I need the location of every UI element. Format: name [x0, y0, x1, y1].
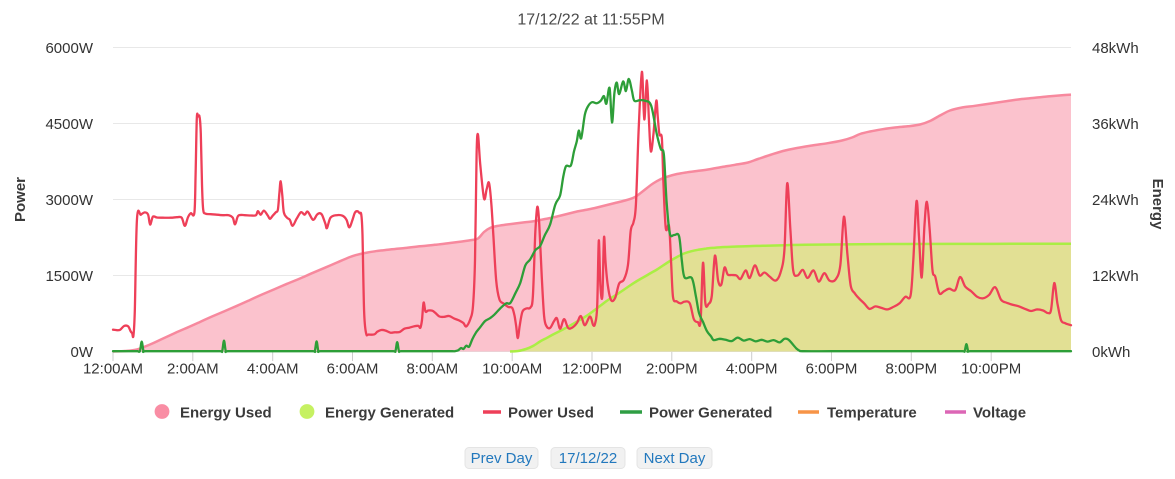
- svg-text:4:00PM: 4:00PM: [726, 361, 778, 378]
- svg-text:8:00PM: 8:00PM: [885, 361, 937, 378]
- svg-text:48kWh: 48kWh: [1092, 40, 1139, 57]
- svg-text:Power Generated: Power Generated: [649, 405, 772, 422]
- svg-text:1500W: 1500W: [45, 268, 93, 285]
- svg-text:12:00AM: 12:00AM: [83, 361, 143, 378]
- svg-text:0kWh: 0kWh: [1092, 344, 1130, 361]
- svg-text:17/12/22 at 11:55PM: 17/12/22 at 11:55PM: [517, 12, 664, 29]
- svg-text:Power: Power: [12, 177, 29, 222]
- svg-text:Power Used: Power Used: [508, 405, 594, 422]
- svg-text:Energy: Energy: [1149, 179, 1166, 231]
- svg-text:6:00PM: 6:00PM: [806, 361, 858, 378]
- svg-text:4500W: 4500W: [45, 116, 93, 133]
- svg-text:Temperature: Temperature: [827, 405, 917, 422]
- svg-text:10:00AM: 10:00AM: [482, 361, 542, 378]
- svg-text:12kWh: 12kWh: [1092, 268, 1139, 285]
- svg-text:17/12/22: 17/12/22: [559, 450, 617, 467]
- svg-text:10:00PM: 10:00PM: [961, 361, 1021, 378]
- svg-text:2:00PM: 2:00PM: [646, 361, 698, 378]
- svg-text:Energy Used: Energy Used: [180, 405, 272, 422]
- svg-text:0W: 0W: [71, 344, 94, 361]
- svg-text:Prev Day: Prev Day: [471, 450, 533, 467]
- svg-text:12:00PM: 12:00PM: [562, 361, 622, 378]
- svg-text:Energy Generated: Energy Generated: [325, 405, 454, 422]
- svg-text:4:00AM: 4:00AM: [247, 361, 299, 378]
- svg-text:Next Day: Next Day: [644, 450, 706, 467]
- svg-text:8:00AM: 8:00AM: [406, 361, 458, 378]
- svg-text:3000W: 3000W: [45, 192, 93, 209]
- svg-text:6:00AM: 6:00AM: [327, 361, 379, 378]
- svg-text:2:00AM: 2:00AM: [167, 361, 219, 378]
- svg-text:36kWh: 36kWh: [1092, 116, 1139, 133]
- svg-text:6000W: 6000W: [45, 40, 93, 57]
- svg-text:24kWh: 24kWh: [1092, 192, 1139, 209]
- svg-text:Voltage: Voltage: [973, 405, 1026, 422]
